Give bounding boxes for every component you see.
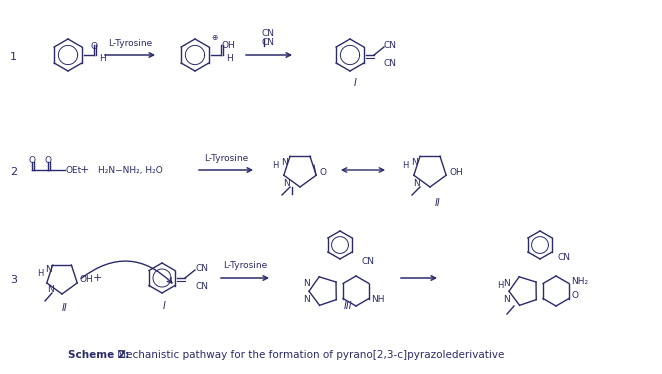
Text: CN: CN xyxy=(362,257,375,266)
Text: II: II xyxy=(62,303,68,313)
Text: N: N xyxy=(502,279,509,288)
Text: NH: NH xyxy=(371,294,385,303)
Text: CN: CN xyxy=(384,41,397,50)
Text: CN: CN xyxy=(558,254,571,263)
Text: O: O xyxy=(571,291,578,300)
Text: CN: CN xyxy=(384,59,397,68)
Text: CN: CN xyxy=(195,282,208,291)
Text: OH: OH xyxy=(449,168,463,177)
Text: Scheme 2:: Scheme 2: xyxy=(68,350,129,360)
Text: OH: OH xyxy=(221,41,235,50)
Text: H: H xyxy=(226,53,233,62)
Text: N: N xyxy=(281,157,287,166)
Text: N: N xyxy=(44,264,52,273)
Text: 1: 1 xyxy=(10,52,17,62)
Text: O: O xyxy=(319,168,326,177)
Text: N: N xyxy=(412,178,419,187)
Text: CN: CN xyxy=(195,264,208,273)
Text: N: N xyxy=(283,178,289,187)
Text: L-Tyrosine: L-Tyrosine xyxy=(223,261,267,270)
Text: L-Tyrosine: L-Tyrosine xyxy=(108,39,152,47)
Text: ⊕: ⊕ xyxy=(211,33,217,42)
Text: Mechanistic pathway for the formation of pyrano[2,3-c]pyrazolederivative: Mechanistic pathway for the formation of… xyxy=(114,350,504,360)
Text: OEt: OEt xyxy=(65,166,81,175)
Text: H: H xyxy=(272,160,278,169)
Text: N: N xyxy=(46,285,54,294)
Text: N: N xyxy=(502,294,509,303)
Text: H: H xyxy=(402,160,408,169)
Text: O: O xyxy=(44,156,52,165)
Text: N: N xyxy=(410,157,417,166)
Text: III: III xyxy=(344,301,352,311)
Text: +: + xyxy=(92,273,102,283)
Text: 3: 3 xyxy=(10,275,17,285)
Text: CN: CN xyxy=(261,37,275,46)
Text: L-Tyrosine: L-Tyrosine xyxy=(204,153,248,162)
Text: N: N xyxy=(303,294,309,303)
Text: OH: OH xyxy=(79,276,93,285)
Text: II: II xyxy=(435,198,441,208)
Text: N: N xyxy=(303,279,309,288)
Text: H₂N−NH₂, H₂O: H₂N−NH₂, H₂O xyxy=(98,166,163,175)
Text: H: H xyxy=(496,282,503,291)
Text: 2: 2 xyxy=(10,167,17,177)
Text: CN: CN xyxy=(261,28,275,37)
Text: I: I xyxy=(354,78,356,88)
Text: H: H xyxy=(99,53,106,62)
Text: H: H xyxy=(37,269,43,278)
Text: O: O xyxy=(28,156,36,165)
Text: O: O xyxy=(91,42,97,51)
Text: I: I xyxy=(163,301,166,311)
FancyArrowPatch shape xyxy=(81,261,172,283)
Text: +: + xyxy=(79,165,89,175)
Text: NH₂: NH₂ xyxy=(571,276,588,285)
